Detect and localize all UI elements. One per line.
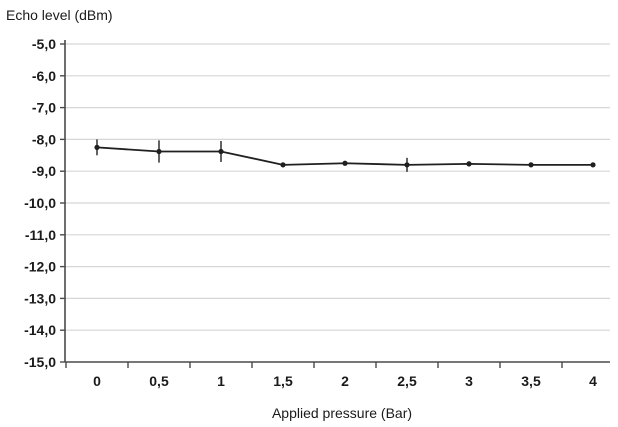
y-axis-title: Echo level (dBm)	[6, 7, 113, 23]
y-tick-label: -14,0	[24, 322, 56, 338]
data-point	[342, 160, 348, 166]
y-tick-label: -5,0	[32, 36, 56, 52]
x-tick-label: 0,5	[149, 373, 169, 389]
data-point	[218, 148, 224, 155]
data-point	[280, 162, 286, 168]
y-tick-label: -7,0	[32, 100, 56, 116]
x-tick-label: 1,5	[273, 373, 293, 389]
data-point	[94, 144, 100, 150]
x-axis-title: Applied pressure (Bar)	[272, 405, 412, 421]
data-point	[404, 162, 410, 168]
y-tick-label: -6,0	[32, 68, 56, 84]
y-tick-label: -15,0	[24, 354, 56, 370]
grid	[65, 43, 610, 331]
y-tick-label: -13,0	[24, 290, 56, 306]
data-point	[156, 148, 162, 155]
series	[94, 139, 596, 172]
x-tick-label: 2	[341, 373, 349, 389]
y-tick-label: -10,0	[24, 195, 56, 211]
x-tick-label: 1	[217, 373, 225, 389]
y-tick-label: -12,0	[24, 259, 56, 275]
y-tick-label: -11,0	[25, 227, 56, 243]
y-axis-ticks: -5,0 -6,0 -7,0 -8,0 -9,0 -10,0 -11,0 -12,0 -13,0…	[24, 36, 65, 370]
data-point	[466, 161, 472, 167]
x-tick-label: 3	[465, 373, 473, 389]
x-axis-ticks: 0 0,5 1 1,5 2 2,5 3 3,5 4	[65, 362, 597, 389]
y-tick-label: -9,0	[32, 163, 56, 179]
x-tick-label: 2,5	[397, 373, 417, 389]
data-point	[528, 162, 534, 168]
axes	[64, 40, 610, 363]
x-tick-label: 3,5	[521, 373, 541, 389]
x-tick-label: 0	[93, 373, 101, 389]
data-point	[590, 162, 596, 168]
y-tick-label: -8,0	[32, 131, 56, 147]
x-tick-label: 4	[589, 373, 597, 389]
